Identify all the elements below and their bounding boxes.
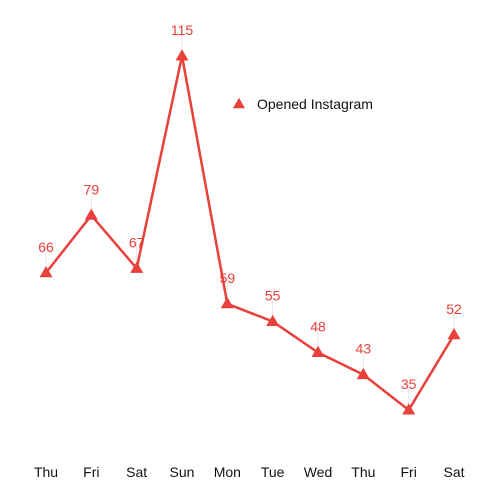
data-point-marker [356,367,370,380]
series-line [45,55,456,412]
data-label: 48 [310,318,326,334]
markers [39,49,461,415]
data-label: 66 [38,239,54,255]
data-label: 115 [171,22,194,38]
x-tick-label: Fri [83,464,99,480]
data-point-marker [39,266,53,278]
x-tick-label: Mon [214,464,241,480]
data-label: 55 [265,288,281,304]
x-tick-label: Thu [34,464,58,480]
data-label: 52 [446,301,462,317]
data-point-marker [175,49,189,61]
x-tick-label: Thu [351,464,375,480]
x-tick-label: Sat [126,464,147,480]
data-point-marker [447,328,461,340]
data-point-marker [402,403,416,415]
x-tick-label: Sun [170,464,195,480]
series-line-layer [45,55,456,412]
data-labels: 66 79 67 115 59 55 48 43 35 52 [38,22,462,392]
legend-triangle-icon [233,97,245,109]
data-label: 67 [129,234,145,250]
data-point-marker [220,297,234,309]
data-label: 59 [220,270,236,286]
data-point-marker [84,208,98,220]
leader-lines [45,28,455,404]
x-tick-label: Sat [443,464,464,480]
data-label: 43 [356,341,372,357]
data-point-marker [266,314,280,326]
legend: Opened Instagram [233,96,373,112]
data-label: 79 [84,181,100,197]
x-tick-label: Wed [304,464,333,480]
legend-label: Opened Instagram [257,96,373,112]
data-point-marker [130,261,144,273]
data-label: 35 [401,376,417,392]
data-point-marker [311,345,325,357]
x-tick-label: Fri [401,464,417,480]
x-tick-label: Tue [261,464,285,480]
x-axis-ticks: Thu Fri Sat Sun Mon Tue Wed Thu Fri Sat [34,464,465,480]
